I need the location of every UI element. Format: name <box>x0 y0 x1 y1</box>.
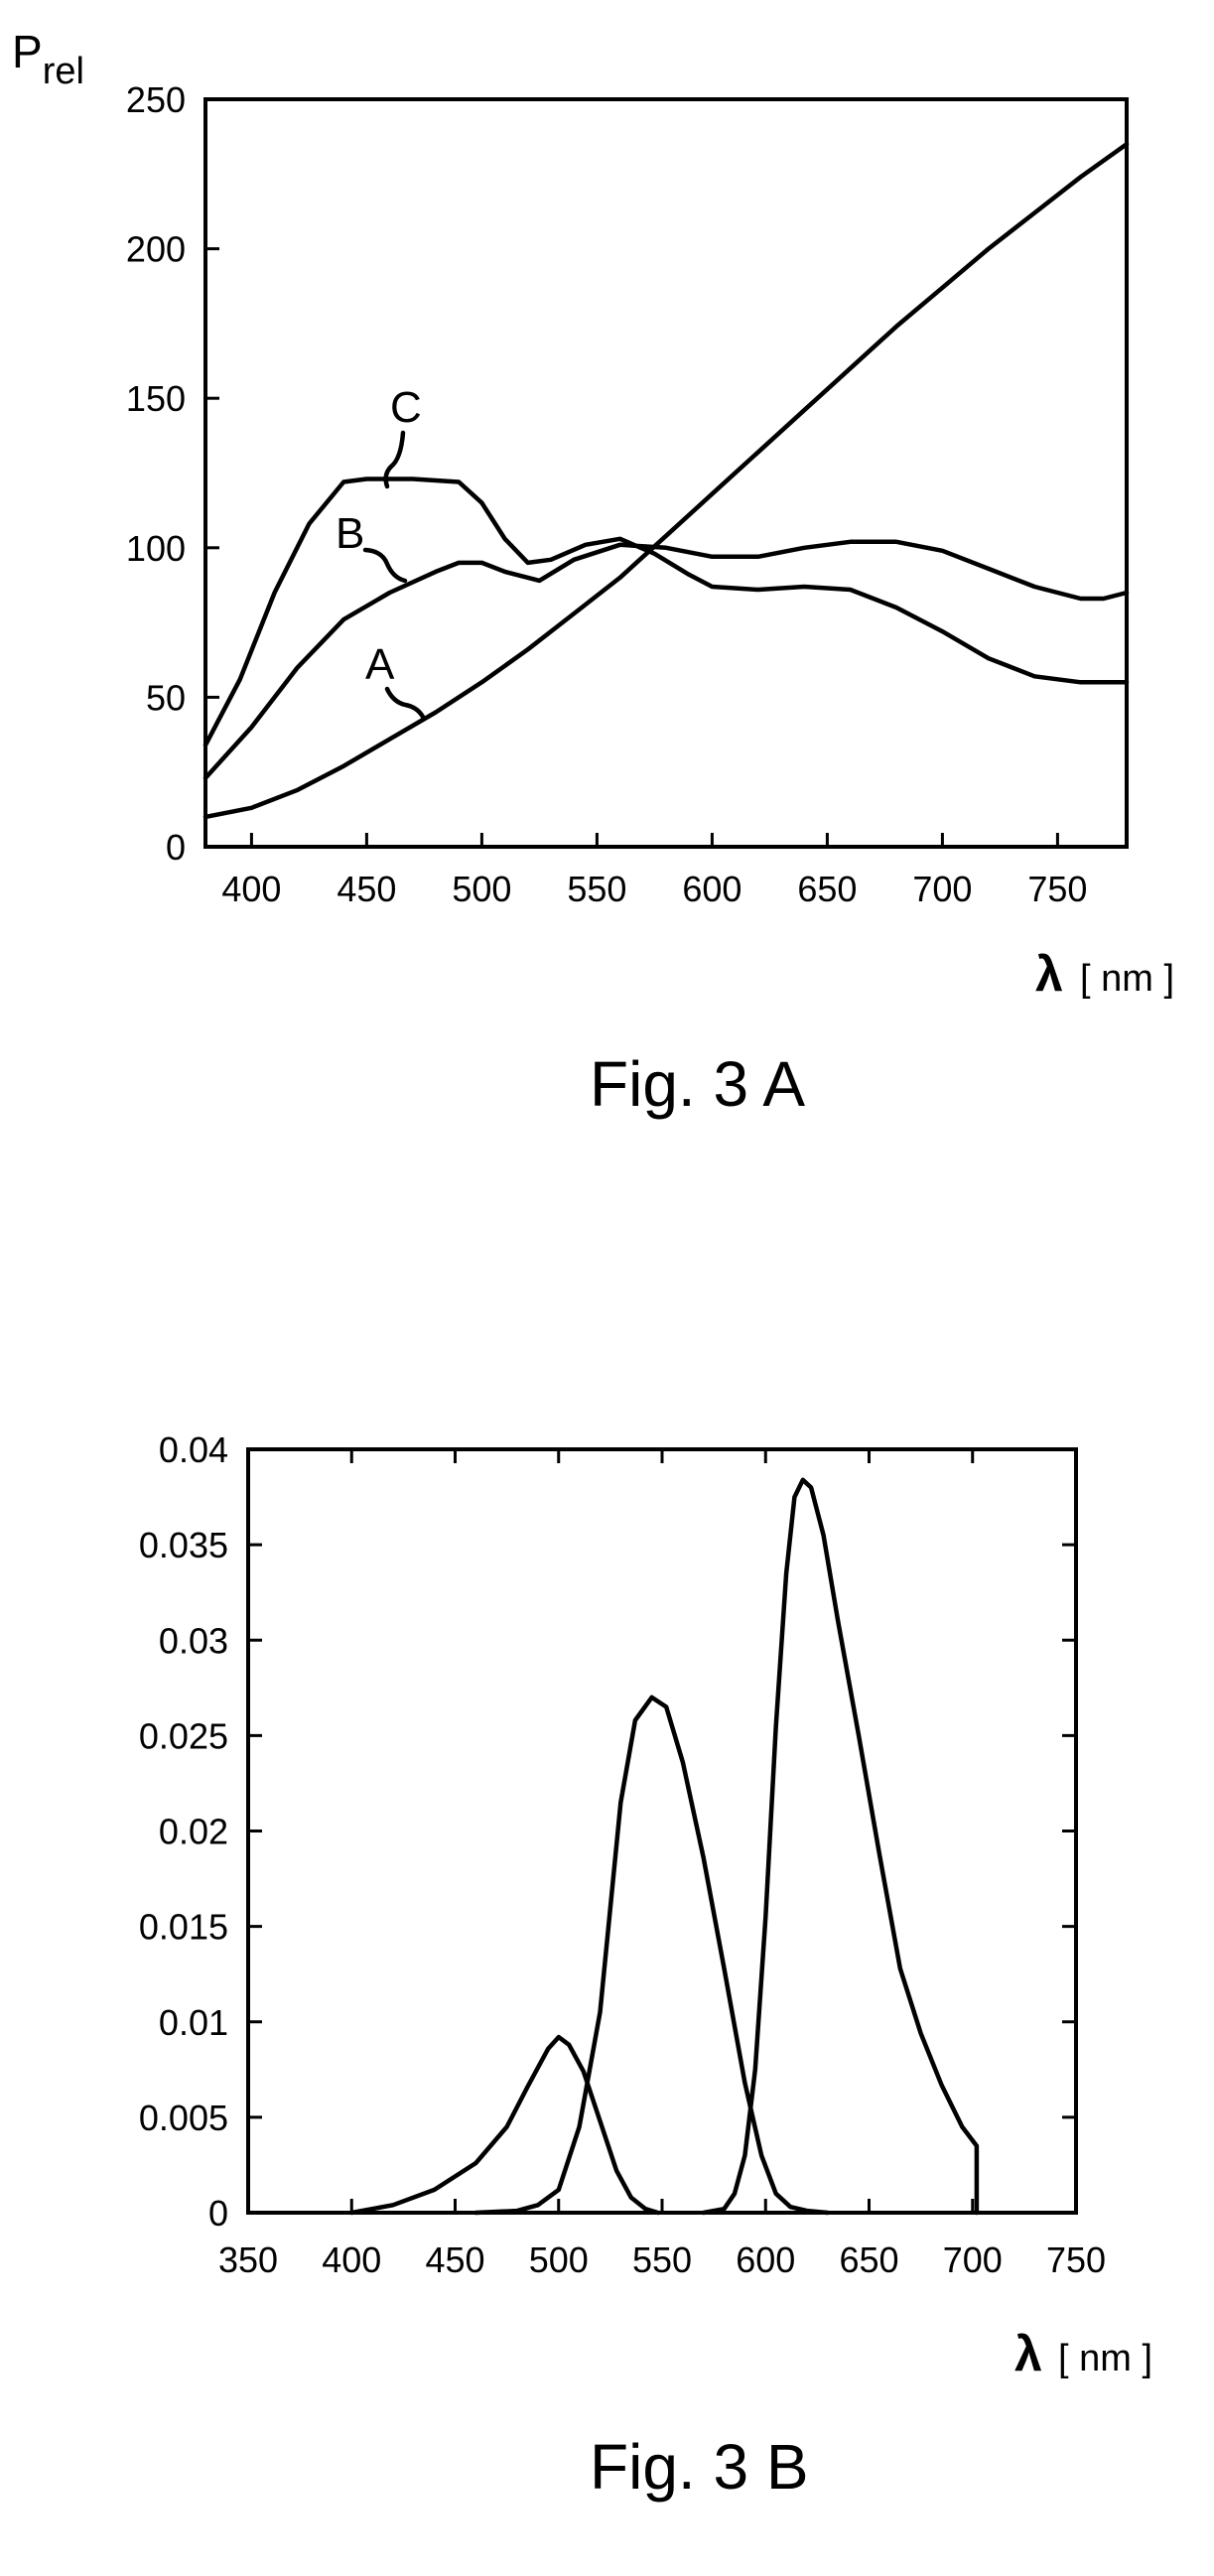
y-tick-label: 0.03 <box>159 1620 228 1661</box>
series-label-c: C <box>390 383 422 432</box>
plot-frame-a <box>203 97 1129 849</box>
y-tick-label: 0.035 <box>139 1525 228 1565</box>
series-line-1 <box>349 2034 661 2216</box>
x-axis-symbol-a: λ <box>1035 946 1063 1002</box>
y-tick-label: 0 <box>208 2193 228 2234</box>
y-tick-label: 0.04 <box>159 1429 228 1470</box>
x-axis-symbol-b: λ <box>1014 2326 1042 2381</box>
leader-line-c <box>383 430 406 489</box>
tick-group-b: 350 400 450 500 550 600 650 700 750 0 0.005 0.01 0.0… <box>139 1429 1106 2280</box>
series-line-3 <box>701 1477 980 2216</box>
tick-group-a: 400 450 500 550 600 650 700 750 0 50 100 150 200 250 <box>126 79 1088 909</box>
series-line-c <box>202 476 1130 747</box>
y-tick-label: 200 <box>126 229 186 270</box>
y-axis-label-subscript: rel <box>43 51 84 92</box>
y-tick-label: 0 <box>166 827 186 868</box>
x-axis-unit-a: [ nm ] <box>1080 958 1174 1000</box>
y-tick-label: 0.01 <box>159 2002 228 2043</box>
y-tick-label: 0.005 <box>139 2098 228 2138</box>
y-tick-label: 0.02 <box>159 1812 228 1852</box>
x-axis-unit-b: [ nm ] <box>1058 2338 1152 2379</box>
x-tick-label: 350 <box>218 2239 278 2280</box>
y-tick-label: 0.015 <box>139 1907 228 1948</box>
series-group-b <box>349 1477 980 2216</box>
x-tick-label: 700 <box>912 869 972 909</box>
x-tick-label: 600 <box>736 2239 795 2280</box>
x-tick-label: 400 <box>322 2239 381 2280</box>
y-tick-label: 150 <box>126 378 186 419</box>
x-tick-label: 650 <box>797 869 857 909</box>
x-tick-label: 550 <box>632 2239 692 2280</box>
leader-line-a <box>384 686 426 720</box>
y-tick-label: 50 <box>146 677 186 718</box>
x-tick-label: 450 <box>337 869 396 909</box>
y-tick-label: 0.025 <box>139 1715 228 1756</box>
caption-fig-3a: Fig. 3 A <box>590 1048 805 1120</box>
x-tick-label: 550 <box>567 869 626 909</box>
x-tick-label: 400 <box>221 869 281 909</box>
x-tick-label: 500 <box>452 869 511 909</box>
x-tick-label: 500 <box>529 2239 589 2280</box>
y-axis-label-main: P <box>12 26 43 77</box>
series-group-a <box>202 141 1130 820</box>
leader-line-b <box>362 547 408 584</box>
series-line-b <box>202 539 1130 780</box>
series-label-a: A <box>365 640 395 689</box>
y-tick-label: 100 <box>126 528 186 569</box>
chart-fig-3a: 400 450 500 550 600 650 700 750050100150200250 … <box>12 26 1174 1120</box>
y-axis-label-a: Prel <box>12 26 84 92</box>
x-tick-label: 600 <box>682 869 742 909</box>
series-label-b: B <box>336 509 364 558</box>
x-tick-label: 750 <box>1027 869 1087 909</box>
x-tick-label: 650 <box>839 2239 898 2280</box>
y-tick-label: 250 <box>126 79 186 120</box>
x-tick-label: 450 <box>425 2239 484 2280</box>
series-line-a <box>202 141 1130 820</box>
chart-fig-3b: 350 400 450 500 550 600 650 700 750 0 0.005 0.01 0.0… <box>139 1429 1152 2503</box>
x-tick-label: 700 <box>943 2239 1003 2280</box>
series-line-2 <box>473 1695 831 2216</box>
plot-frame-b <box>246 1447 1078 2215</box>
caption-fig-3b: Fig. 3 B <box>590 2431 809 2503</box>
x-tick-label: 750 <box>1046 2239 1106 2280</box>
